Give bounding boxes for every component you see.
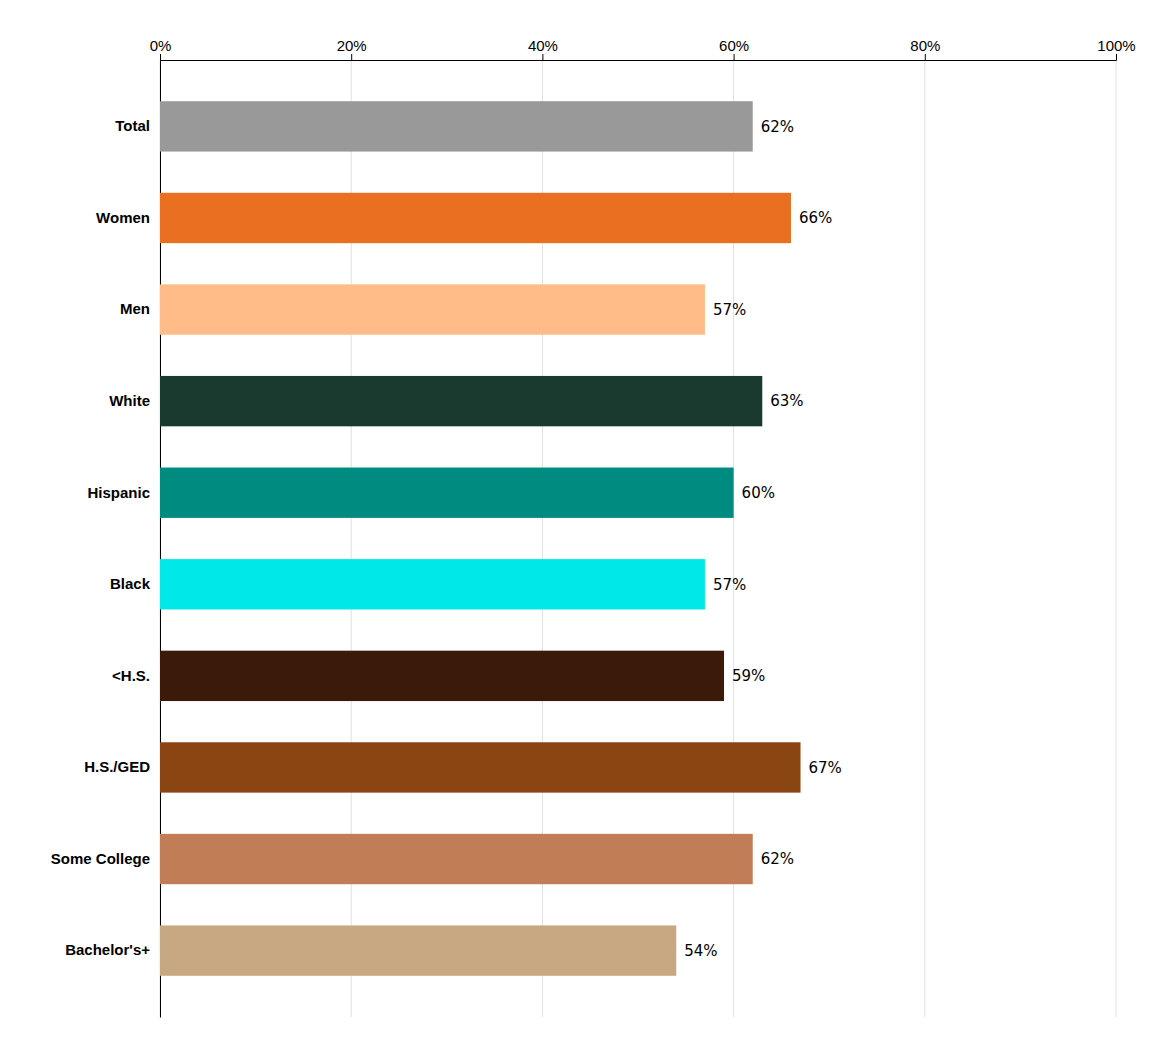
x-tick: 40% bbox=[528, 37, 558, 60]
x-tick: 0% bbox=[150, 37, 172, 60]
bar bbox=[160, 742, 801, 792]
data-label: 62% bbox=[761, 850, 794, 868]
bar bbox=[160, 834, 753, 884]
data-label: 67% bbox=[809, 759, 842, 777]
y-axis: Bachelor's+ Some College H.S./GED <H.S. Blac… bbox=[51, 61, 161, 1018]
y-tick: Black bbox=[110, 575, 160, 592]
y-tick-label: Some College bbox=[51, 850, 150, 867]
x-tick-label: 80% bbox=[910, 37, 940, 54]
chart: 0% 20% 40% 60% 80% 100% Bachelor's+ Some Colleg… bbox=[0, 0, 1166, 1047]
data-label: 57% bbox=[713, 301, 746, 319]
y-tick-label: Black bbox=[110, 575, 151, 592]
grid-line bbox=[1116, 60, 1117, 1017]
bar bbox=[160, 193, 791, 243]
y-tick: Men bbox=[120, 300, 160, 317]
data-label: 54% bbox=[684, 942, 717, 960]
data-label: 66% bbox=[799, 209, 832, 227]
y-tick-label: Women bbox=[96, 209, 150, 226]
x-tick-label: 20% bbox=[337, 37, 367, 54]
y-tick: Women bbox=[96, 209, 160, 226]
x-axis: 0% 20% 40% 60% 80% 100% bbox=[150, 37, 1136, 61]
bar bbox=[160, 468, 734, 518]
bar bbox=[160, 651, 724, 701]
x-tick: 60% bbox=[719, 37, 749, 60]
x-tick: 100% bbox=[1097, 37, 1135, 60]
data-label: 57% bbox=[713, 576, 746, 594]
x-tick: 80% bbox=[910, 37, 940, 60]
x-tick-mark bbox=[734, 54, 735, 60]
data-label: 59% bbox=[732, 667, 765, 685]
y-tick-label: H.S./GED bbox=[84, 758, 150, 775]
y-tick-label: Hispanic bbox=[87, 484, 150, 501]
plot: 0% 20% 40% 60% 80% 100% Bachelor's+ Some Colleg… bbox=[51, 37, 1136, 1018]
grid-line bbox=[924, 60, 925, 1017]
y-tick-label: Total bbox=[115, 117, 150, 134]
x-tick: 20% bbox=[337, 37, 367, 60]
bar bbox=[160, 284, 705, 334]
y-tick-label: Bachelor's+ bbox=[65, 941, 150, 958]
x-tick-mark bbox=[925, 54, 926, 60]
y-tick: H.S./GED bbox=[84, 758, 160, 775]
y-tick-label: Men bbox=[120, 300, 150, 317]
bar bbox=[160, 101, 753, 151]
y-tick: Bachelor's+ bbox=[65, 941, 160, 958]
x-tick-mark bbox=[160, 54, 161, 60]
y-tick: Hispanic bbox=[87, 484, 160, 501]
x-tick-mark bbox=[1116, 54, 1117, 60]
data-labels: 54% 62% 67% 59% 57% 60% 63% 57% 66% 62% bbox=[684, 118, 842, 960]
data-label: 63% bbox=[770, 392, 803, 410]
x-tick-label: 40% bbox=[528, 37, 558, 54]
bar bbox=[160, 376, 762, 426]
bar bbox=[160, 559, 705, 609]
x-tick-label: 0% bbox=[150, 37, 172, 54]
bar bbox=[160, 925, 676, 975]
y-tick-label: White bbox=[109, 392, 150, 409]
y-tick: Total bbox=[115, 117, 160, 134]
y-tick: <H.S. bbox=[112, 667, 160, 684]
x-tick-label: 100% bbox=[1097, 37, 1135, 54]
y-tick: White bbox=[109, 392, 160, 409]
data-label: 60% bbox=[742, 484, 775, 502]
x-axis-line bbox=[161, 54, 1117, 61]
y-tick-label: <H.S. bbox=[112, 667, 150, 684]
bars bbox=[160, 101, 801, 976]
data-label: 62% bbox=[761, 118, 794, 136]
x-tick-mark bbox=[542, 54, 543, 60]
x-tick-label: 60% bbox=[719, 37, 749, 54]
grid bbox=[160, 60, 1116, 1017]
x-tick-mark bbox=[351, 54, 352, 60]
y-tick: Some College bbox=[51, 850, 160, 867]
